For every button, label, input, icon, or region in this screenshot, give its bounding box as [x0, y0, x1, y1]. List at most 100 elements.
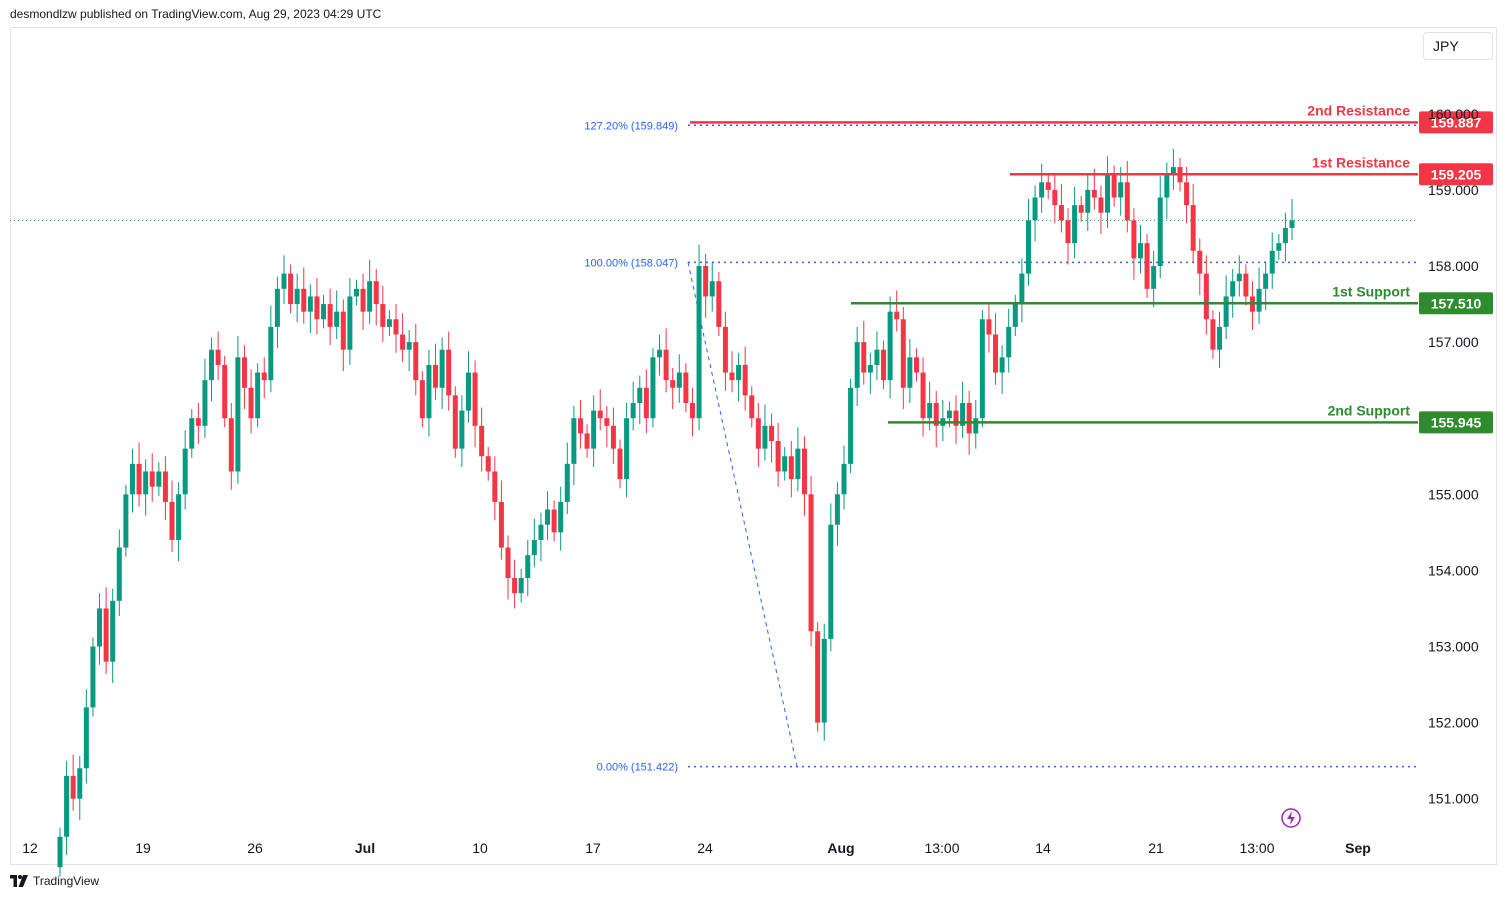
x-tick-label: 12: [22, 840, 38, 856]
candle: [492, 456, 498, 521]
candle: [353, 279, 359, 306]
price-badge: [1419, 292, 1493, 315]
chart-frame: [10, 27, 1497, 865]
candle: [294, 273, 300, 323]
y-tick-label: 158.000: [1428, 258, 1479, 274]
candle: [577, 399, 583, 449]
candle: [1078, 195, 1084, 222]
candle: [887, 296, 893, 399]
candle: [1243, 264, 1249, 306]
x-tick-label: 13:00: [924, 840, 959, 856]
x-tick-label: 26: [247, 840, 263, 856]
x-tick-label: 17: [585, 840, 601, 856]
y-tick-label: 160.000: [1428, 106, 1479, 122]
candle: [558, 486, 564, 551]
x-tick-label: 19: [135, 840, 151, 856]
candle: [531, 518, 537, 568]
candle: [110, 588, 116, 684]
candle: [116, 529, 122, 617]
candle: [1045, 173, 1051, 200]
price-badge: [1419, 111, 1493, 134]
candle: [1170, 148, 1176, 190]
candle: [512, 559, 518, 609]
footer: TradingView: [10, 874, 99, 888]
candle: [973, 399, 979, 449]
candle: [861, 320, 867, 385]
candle: [136, 442, 142, 507]
candle: [281, 255, 287, 305]
candle: [610, 407, 616, 464]
candle: [367, 259, 373, 324]
candle: [900, 307, 906, 410]
candle: [703, 253, 709, 318]
y-axis: 160.000 159.000 158.000 157.000 155.000 154.0…: [1428, 106, 1479, 807]
candle: [1157, 176, 1163, 279]
candle: [314, 278, 320, 335]
candle: [393, 304, 399, 353]
candle: [228, 402, 234, 490]
candle: [670, 367, 676, 410]
x-tick-label: 24: [697, 840, 713, 856]
candle: [1032, 185, 1038, 242]
candle: [617, 439, 623, 489]
replay-icon[interactable]: [1281, 808, 1301, 828]
x-tick-label: Sep: [1345, 840, 1371, 856]
candle: [749, 386, 755, 428]
candle: [1256, 267, 1262, 324]
candle: [472, 360, 478, 448]
candle: [808, 476, 814, 647]
candle: [769, 413, 775, 463]
candle: [268, 305, 274, 393]
candle: [241, 345, 247, 410]
footer-brand: TradingView: [33, 874, 100, 888]
candle: [782, 447, 788, 481]
candle: [986, 304, 992, 353]
candle: [1137, 224, 1143, 274]
candle: [1269, 232, 1275, 289]
fib-trend-line[interactable]: [687, 262, 798, 767]
candle: [729, 351, 735, 393]
candle: [83, 689, 89, 784]
candle: [1236, 255, 1242, 297]
candle: [571, 406, 577, 486]
candle: [742, 346, 748, 411]
candle: [189, 409, 195, 458]
candle: [1006, 308, 1012, 373]
candle: [386, 310, 392, 337]
candle: [169, 480, 175, 553]
candle: [360, 273, 366, 330]
candle: [815, 622, 821, 732]
candle: [854, 326, 860, 407]
price-badge: [1419, 163, 1493, 186]
candle: [1039, 164, 1045, 213]
candle: [433, 343, 439, 400]
candle: [1217, 311, 1223, 368]
candle: [103, 587, 109, 674]
fib-level-label: 100.00% (158.047): [584, 257, 678, 269]
candle: [1072, 186, 1078, 259]
y-tick-label: 154.000: [1428, 562, 1479, 578]
tradingview-logo-icon: [10, 875, 28, 887]
candle: [894, 290, 900, 332]
y-tick-label: 155.000: [1428, 486, 1479, 502]
candle: [689, 387, 695, 437]
candle: [1203, 255, 1209, 335]
candle: [419, 371, 425, 428]
candle: [156, 462, 162, 496]
candle: [545, 491, 551, 540]
fibonacci-layer: 127.20% (159.849) 100.00% (158.047) 0.00% …: [584, 120, 1416, 774]
fib-level-label: 0.00% (151.422): [597, 762, 678, 774]
candle: [1124, 160, 1130, 233]
candle: [452, 386, 458, 458]
candle: [538, 512, 544, 562]
candle: [439, 337, 445, 410]
candle: [801, 436, 807, 516]
candle: [90, 637, 96, 717]
candle: [696, 244, 702, 431]
candle: [722, 311, 728, 391]
candle: [1282, 212, 1288, 262]
currency-button[interactable]: JPY: [1423, 32, 1493, 60]
y-tick-label: 157.000: [1428, 334, 1479, 350]
y-tick-label: 152.000: [1428, 715, 1479, 731]
